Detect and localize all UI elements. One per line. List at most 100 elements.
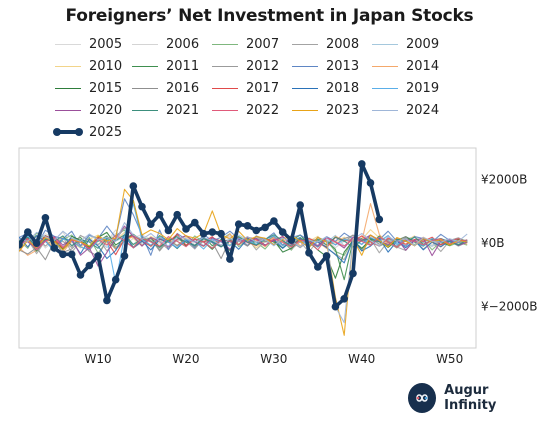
- data-point-2025: [129, 182, 138, 190]
- legend-item: 2014: [372, 57, 439, 75]
- data-point-2025: [287, 236, 296, 244]
- x-tick-label: W50: [436, 352, 463, 366]
- legend-label: 2010: [89, 58, 123, 74]
- data-point-2025: [331, 302, 340, 311]
- data-point-2025: [358, 160, 366, 168]
- data-point-2025: [191, 218, 199, 227]
- legend-swatch: [372, 109, 398, 111]
- legend-swatch: [132, 65, 158, 67]
- data-point-2025: [138, 202, 146, 211]
- series-group: [19, 160, 468, 336]
- data-point-2025: [243, 222, 252, 230]
- data-point-2025: [208, 228, 217, 236]
- data-point-2025: [147, 220, 155, 228]
- data-point-2025: [67, 250, 76, 259]
- legend-label: 2021: [166, 102, 200, 118]
- legend-label: 2019: [406, 80, 440, 96]
- legend-swatch: [132, 43, 158, 45]
- legend-label: 2016: [166, 80, 200, 96]
- series-line-2022: [19, 234, 468, 251]
- legend-label: 2008: [326, 36, 360, 52]
- chart-title: Foreigners’ Net Investment in Japan Stoc…: [65, 6, 474, 26]
- legend-item: 2020: [55, 101, 122, 119]
- data-point-2025: [305, 249, 313, 257]
- legend-item: 2007: [212, 35, 279, 53]
- legend-label: 2018: [326, 80, 360, 96]
- brand-name: Augur Infinity: [444, 383, 497, 413]
- series-line-2018: [19, 234, 468, 264]
- legend-swatch: [132, 87, 158, 89]
- legend-swatch: [132, 109, 158, 111]
- legend-item: 2019: [372, 79, 439, 97]
- x-tick-label: W20: [172, 352, 199, 366]
- data-point-2025: [76, 271, 85, 279]
- legend-item: 2022: [212, 101, 279, 119]
- legend-label: 2005: [89, 36, 123, 52]
- legend-item: 2010: [55, 57, 122, 75]
- legend-label: 2011: [166, 58, 200, 74]
- legend-item: 2017: [212, 79, 279, 97]
- data-point-2025: [234, 220, 243, 228]
- legend-swatch: [292, 43, 318, 45]
- series-line-2024: [19, 222, 468, 324]
- data-point-2025: [270, 217, 278, 225]
- legend-swatch: [55, 109, 81, 111]
- legend-swatch: [212, 109, 238, 111]
- legend-swatch: [292, 65, 318, 67]
- legend-swatch: [292, 109, 318, 111]
- x-tick-label: W40: [348, 352, 375, 366]
- legend-label: 2012: [246, 58, 280, 74]
- data-point-2025: [199, 229, 208, 238]
- data-point-2025: [296, 201, 305, 209]
- legend-item: 2008: [292, 35, 359, 53]
- legend-item: 2015: [55, 79, 122, 97]
- data-point-2025: [340, 295, 349, 303]
- data-point-2025: [164, 226, 173, 235]
- data-point-2025: [94, 252, 102, 260]
- legend-swatch: [212, 65, 238, 67]
- legend-swatch: [292, 87, 318, 89]
- legend-label: 2020: [89, 102, 123, 118]
- data-point-2025: [375, 215, 384, 224]
- legend-swatch: [55, 87, 81, 89]
- y-tick-label: ¥−2000B: [481, 300, 537, 314]
- legend-item: 2013: [292, 57, 359, 75]
- legend-swatch: [372, 43, 398, 45]
- legend-label: 2013: [326, 58, 360, 74]
- legend-item: 2006: [132, 35, 199, 53]
- data-point-2025: [120, 252, 129, 260]
- data-point-2025: [19, 241, 23, 249]
- legend-item: 2025: [53, 123, 122, 141]
- legend-swatch: [212, 43, 238, 45]
- data-point-2025: [226, 255, 234, 263]
- legend-swatch: [372, 65, 398, 67]
- data-point-2025: [41, 214, 50, 222]
- legend-label: 2022: [246, 102, 280, 118]
- x-tick-label: W30: [260, 352, 287, 366]
- data-point-2025: [366, 179, 375, 187]
- legend-label: 2023: [326, 102, 360, 118]
- data-point-2025: [182, 225, 190, 233]
- y-tick-label: ¥2000B: [481, 173, 527, 187]
- legend-item: 2012: [212, 57, 279, 75]
- data-point-2025: [314, 263, 322, 271]
- infinity-icon: [408, 383, 437, 413]
- legend-item: 2023: [292, 101, 359, 119]
- data-point-2025: [252, 226, 261, 235]
- data-point-2025: [32, 239, 41, 247]
- brand-mark: Augur Infinity: [408, 383, 539, 413]
- legend-label: 2024: [406, 102, 440, 118]
- data-point-2025: [349, 269, 357, 278]
- legend-swatch: [55, 43, 81, 45]
- data-point-2025: [173, 210, 181, 219]
- data-point-2025: [322, 252, 331, 260]
- legend-item: 2011: [132, 57, 199, 75]
- legend-label: 2014: [406, 58, 440, 74]
- data-point-2025: [59, 250, 67, 259]
- data-point-2025: [111, 275, 120, 284]
- legend-label: 2006: [166, 36, 200, 52]
- x-tick-label: W10: [85, 352, 112, 366]
- data-point-2025: [85, 261, 94, 270]
- legend-item: 2018: [292, 79, 359, 97]
